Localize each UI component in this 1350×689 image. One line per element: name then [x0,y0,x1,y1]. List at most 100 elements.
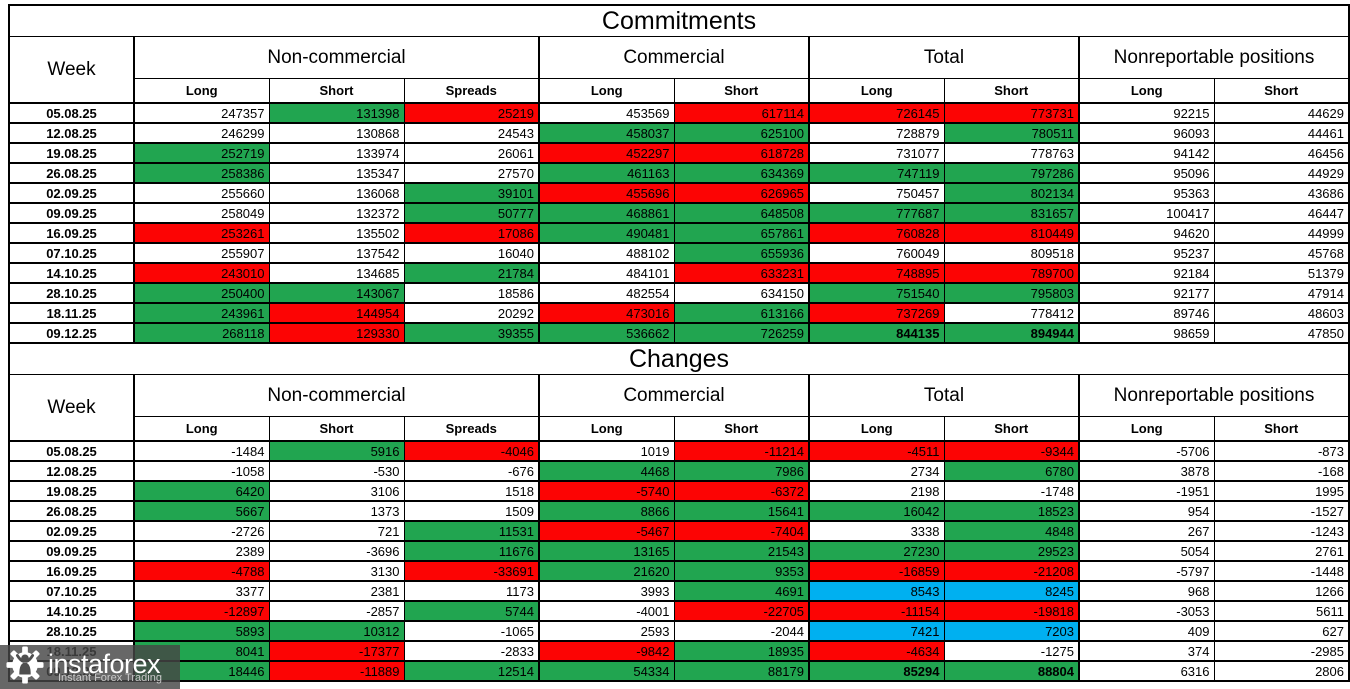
group-header-total: Total [808,374,1080,417]
value-cell: 894944 [943,322,1080,344]
table-row: 12.08.25 -1058 -530 -676 4468 7986 2734 6780 387… [8,460,1350,482]
week-cell: 19.08.25 [8,480,135,502]
changes-table: Changes Week Non-commercial Commercial T… [8,342,1350,682]
value-cell: 43686 [1213,182,1350,204]
value-cell: -16859 [808,560,945,582]
value-cell: 2761 [1213,540,1350,562]
value-cell: 2806 [1213,660,1350,682]
instaforex-watermark: instaforex Instant Forex Trading [0,645,180,689]
title-row: Changes [8,342,1350,375]
table-row: 07.10.25 255907 137542 16040 488102 655936 760… [8,242,1350,264]
value-cell: -1065 [403,620,540,642]
value-cell: 482554 [538,282,675,304]
value-cell: 255660 [133,182,270,204]
value-cell: 648508 [673,202,810,224]
value-cell: -11889 [268,660,405,682]
value-cell: -12897 [133,600,270,622]
col-header-short: Short [673,416,810,442]
col-header-long: Long [808,416,945,442]
value-cell: 17086 [403,222,540,244]
table-row: 26.08.25 5667 1373 1509 8866 15641 16042 18523 9… [8,500,1350,522]
value-cell: 253261 [133,222,270,244]
value-cell: 48603 [1213,302,1350,324]
value-cell: 243010 [133,262,270,284]
value-cell: 8543 [808,580,945,602]
week-cell: 16.09.25 [8,222,135,244]
value-cell: 634150 [673,282,810,304]
value-cell: 255907 [133,242,270,264]
value-cell: -1484 [133,440,270,462]
value-cell: 3130 [268,560,405,582]
col-header-long: Long [538,78,675,104]
week-cell: 07.10.25 [8,242,135,264]
value-cell: 21543 [673,540,810,562]
value-cell: 143067 [268,282,405,304]
value-cell: 1373 [268,500,405,522]
commitments-table: Commitments Week Non-commercial Commerci… [8,4,1350,344]
value-cell: 802134 [943,182,1080,204]
value-cell: -168 [1213,460,1350,482]
value-cell: 8866 [538,500,675,522]
table-row: 18.11.258041-17377-2833-984218935-4634-1… [8,640,1350,662]
value-cell: 1995 [1213,480,1350,502]
week-cell: 26.08.25 [8,162,135,184]
value-cell: 18586 [403,282,540,304]
value-cell: -3053 [1078,600,1215,622]
value-cell: -2726 [133,520,270,542]
instaforex-gear-person-icon [6,645,44,689]
group-header-commercial: Commercial [538,374,810,417]
table-row: 02.09.25 255660 136068 39101 455696 626965 750… [8,182,1350,204]
col-header-short: Short [1213,78,1350,104]
value-cell: 100417 [1078,202,1215,224]
col-header-short: Short [1213,416,1350,442]
value-cell: 95237 [1078,242,1215,264]
value-cell: 10312 [268,620,405,642]
value-cell: -1243 [1213,520,1350,542]
value-cell: 1173 [403,580,540,602]
col-header-long: Long [133,416,270,442]
value-cell: -2857 [268,600,405,622]
col-header-long: Long [133,78,270,104]
instaforex-tagline: Instant Forex Trading [58,671,162,684]
value-cell: -5797 [1078,560,1215,582]
value-cell: 44461 [1213,122,1350,144]
value-cell: 135347 [268,162,405,184]
value-cell: 731077 [808,142,945,164]
value-cell: 247357 [133,102,270,124]
value-cell: -2044 [673,620,810,642]
value-cell: 54334 [538,660,675,682]
week-cell: 14.10.25 [8,262,135,284]
value-cell: 131398 [268,102,405,124]
col-header-long: Long [808,78,945,104]
instaforex-wordmark: instaforex Instant Forex Trading [48,650,162,684]
value-cell: 96093 [1078,122,1215,144]
table-row: 09.12.2518446-11889125145433488179852948… [8,660,1350,682]
value-cell: 46447 [1213,202,1350,224]
table-row: 07.10.25 3377 2381 1173 3993 4691 8543 8245 968 1… [8,580,1350,602]
table-row: 09.12.25 268118 129330 39355 536662 726259 844… [8,322,1350,344]
value-cell: 617114 [673,102,810,124]
value-cell: 795803 [943,282,1080,304]
value-cell: 50777 [403,202,540,224]
value-cell: 3878 [1078,460,1215,482]
value-cell: 726145 [808,102,945,124]
value-cell: 5744 [403,600,540,622]
value-cell: 46456 [1213,142,1350,164]
col-header-short: Short [268,416,405,442]
value-cell: -4634 [808,640,945,662]
group-header-noncommercial: Non-commercial [133,374,540,417]
value-cell: 246299 [133,122,270,144]
value-cell: 780511 [943,122,1080,144]
value-cell: 490481 [538,222,675,244]
value-cell: 618728 [673,142,810,164]
value-cell: 12514 [403,660,540,682]
value-cell: 92177 [1078,282,1215,304]
value-cell: 627 [1213,620,1350,642]
group-header-row: Week Non-commercial Commercial Total Non… [8,374,1350,442]
value-cell: 21784 [403,262,540,284]
value-cell: -530 [268,460,405,482]
value-cell: 6316 [1078,660,1215,682]
group-header-commercial: Commercial [538,36,810,79]
value-cell: 3338 [808,520,945,542]
